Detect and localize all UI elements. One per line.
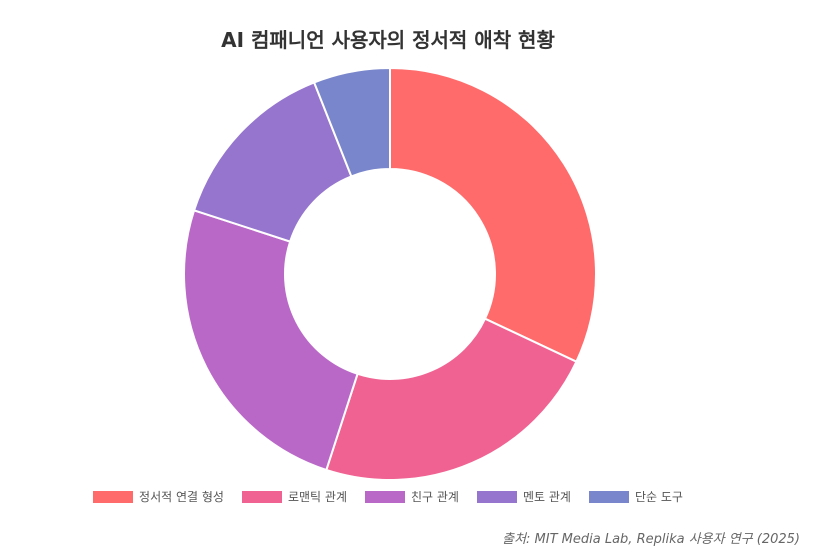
legend-item[interactable]: 멘토 관계 <box>476 488 571 505</box>
donut-slice <box>192 81 353 243</box>
donut-slice <box>389 66 597 364</box>
chart-title: AI 컴패니언 사용자의 정서적 애착 현황 <box>221 28 555 52</box>
donut-chart <box>183 66 597 480</box>
legend-swatch <box>93 490 134 503</box>
legend: 정서적 연결 형성 로맨틱 관계 친구 관계 멘토 관계 단순 도구 <box>0 488 776 505</box>
legend-label: 멘토 관계 <box>522 490 571 504</box>
legend-item[interactable]: 친구 관계 <box>364 488 459 505</box>
legend-swatch <box>588 490 629 503</box>
legend-item[interactable]: 로맨틱 관계 <box>241 488 347 505</box>
donut-slice <box>312 66 391 178</box>
donut-slice <box>183 209 359 472</box>
donut-slice <box>325 317 578 480</box>
legend-item[interactable]: 정서적 연결 형성 <box>93 488 224 505</box>
source-note: 출처: MIT Media Lab, Replika 사용자 연구 (2025) <box>502 532 800 547</box>
legend-swatch <box>476 490 517 503</box>
legend-label: 친구 관계 <box>410 490 459 504</box>
legend-label: 로맨틱 관계 <box>287 490 347 504</box>
legend-item[interactable]: 단순 도구 <box>588 488 683 505</box>
legend-swatch <box>241 490 282 503</box>
legend-label: 정서적 연결 형성 <box>139 490 224 504</box>
legend-swatch <box>364 490 405 503</box>
legend-label: 단순 도구 <box>634 490 683 504</box>
